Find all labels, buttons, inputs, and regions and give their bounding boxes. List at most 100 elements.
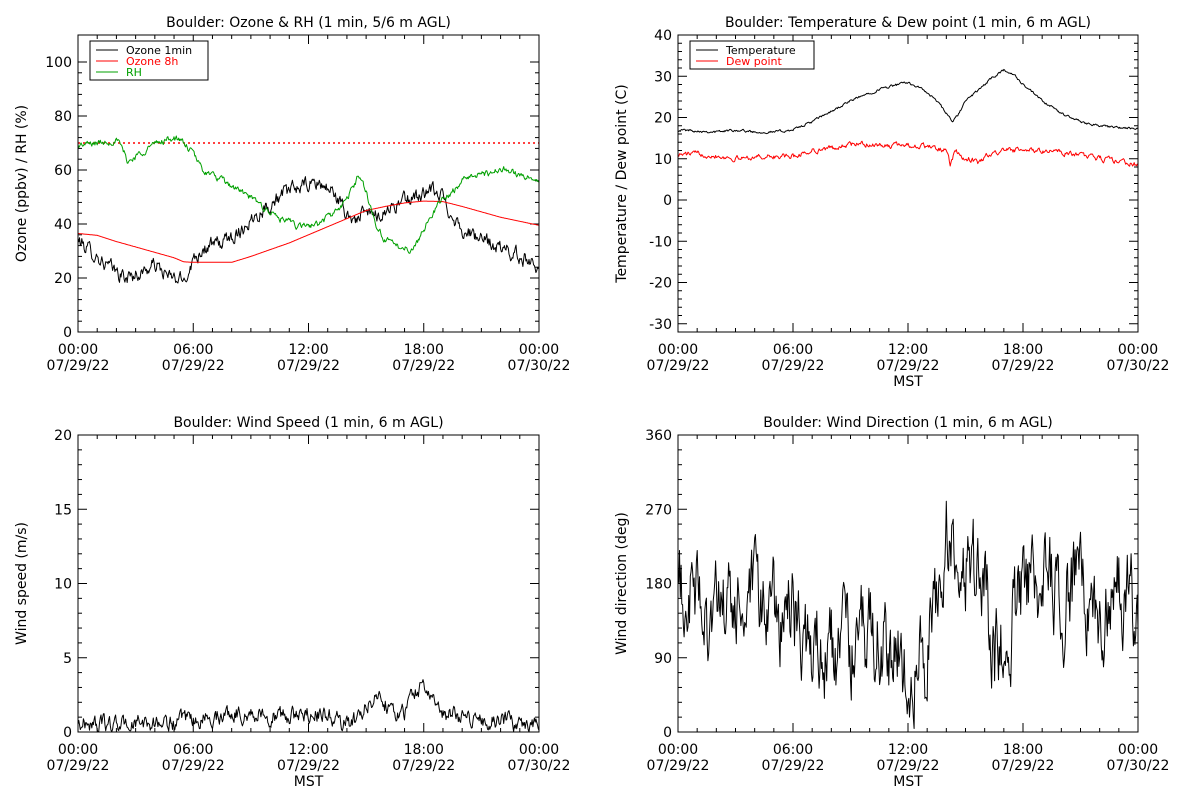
x-tick-label-date: 07/29/22 [992,758,1055,774]
legend-label: Dew point [726,55,782,68]
y-axis-label: Wind direction (deg) [614,512,630,655]
x-axis-label: MST [893,774,923,790]
chart-title: Boulder: Wind Speed (1 min, 6 m AGL) [173,415,443,431]
series-line-ozone-8h [78,200,539,263]
chart-panel-wdir: Boulder: Wind Direction (1 min, 6 m AGL)… [614,415,1169,790]
x-tick-label-date: 07/29/22 [162,758,225,774]
legend-label: Ozone 8h [126,55,178,68]
chart-title: Boulder: Ozone & RH (1 min, 5/6 m AGL) [166,15,451,31]
x-tick-label-date: 07/29/22 [162,358,225,374]
y-tick-label: 0 [663,193,672,209]
plot-area [78,679,539,732]
y-tick-label: 40 [654,28,672,44]
y-tick-label: 60 [54,163,72,179]
x-tick-label-time: 06:00 [173,342,213,358]
x-tick-label-time: 06:00 [173,742,213,758]
x-axis-label: MST [294,774,324,790]
x-tick-label-date: 07/29/22 [992,358,1055,374]
y-tick-label: -30 [649,317,672,333]
y-tick-label: 20 [654,111,672,127]
series-line-wdir [678,500,1138,729]
y-tick-label: 20 [54,428,72,444]
legend-label: Temperature [725,44,796,57]
y-tick-label: 360 [645,428,672,444]
series-line-ozone-1min [78,176,539,284]
x-tick-label-time: 12:00 [888,342,928,358]
x-tick-label-date: 07/29/22 [647,758,710,774]
chart-panel-temp: Boulder: Temperature & Dew point (1 min,… [614,15,1169,390]
legend-box [689,40,815,70]
chart-panel-ozone: Boulder: Ozone & RH (1 min, 5/6 m AGL) Oz… [14,15,570,374]
x-tick-label-date: 07/30/22 [1107,358,1170,374]
x-tick-label-date: 07/29/22 [647,358,710,374]
chart-panel-wspd: Boulder: Wind Speed (1 min, 6 m AGL) Wind… [14,415,570,790]
x-tick-label-date: 07/29/22 [877,358,940,374]
x-tick-label-time: 00:00 [1118,742,1158,758]
x-tick-label-date: 07/29/22 [277,758,340,774]
plot-frame [677,434,1139,733]
x-tick-label-time: 06:00 [773,342,813,358]
y-axis-label: Temperature / Dew point (C) [614,84,630,283]
x-tick-label-time: 00:00 [519,742,559,758]
series-line-rh [78,135,539,254]
legend-label: RH [126,66,142,79]
x-tick-label-date: 07/29/22 [47,758,110,774]
x-tick-label-time: 00:00 [519,342,559,358]
plot-area [678,500,1138,729]
y-tick-label: -20 [649,276,672,292]
plot-frame [677,34,1139,333]
x-tick-label-date: 07/29/22 [762,358,825,374]
series-line-temperature [678,68,1138,135]
y-tick-label: 40 [54,217,72,233]
x-tick-label-date: 07/30/22 [1107,758,1170,774]
x-tick-label-time: 18:00 [1003,742,1043,758]
y-tick-label: 90 [654,651,672,667]
y-tick-label: 15 [54,502,72,518]
y-tick-label: 30 [654,69,672,85]
x-tick-label-time: 18:00 [404,742,444,758]
x-tick-label-date: 07/29/22 [47,358,110,374]
x-tick-label-time: 12:00 [288,742,328,758]
y-tick-label: 10 [654,152,672,168]
series-line-wspd [78,679,539,732]
y-tick-label: 10 [54,577,72,593]
y-tick-label: 80 [54,109,72,125]
y-tick-label: 0 [63,725,72,741]
x-tick-label-date: 07/29/22 [392,358,455,374]
x-tick-label-time: 06:00 [773,742,813,758]
x-tick-label-time: 18:00 [1003,342,1043,358]
y-axis-label: Wind speed (m/s) [14,522,30,645]
x-tick-label-date: 07/30/22 [508,758,571,774]
chart-title: Boulder: Wind Direction (1 min, 6 m AGL) [763,415,1052,431]
y-axis-label: Ozone (ppbv) / RH (%) [14,105,30,262]
plot-frame [77,434,540,733]
plot-frame [77,34,540,333]
y-tick-label: 100 [45,55,72,71]
legend-label: Ozone 1min [126,44,192,57]
y-tick-label: -10 [649,234,672,250]
plot-area [78,135,539,284]
y-tick-label: 180 [645,577,672,593]
y-tick-label: 270 [645,502,672,518]
x-tick-label-date: 07/29/22 [392,758,455,774]
y-tick-label: 0 [663,725,672,741]
y-tick-label: 5 [63,651,72,667]
x-tick-label-date: 07/29/22 [877,758,940,774]
x-tick-label-time: 00:00 [58,342,98,358]
x-tick-label-date: 07/29/22 [762,758,825,774]
series-line-dew-point [678,140,1138,167]
x-tick-label-time: 12:00 [888,742,928,758]
x-tick-label-time: 00:00 [1118,342,1158,358]
chart-title: Boulder: Temperature & Dew point (1 min,… [725,15,1091,31]
x-tick-label-time: 18:00 [404,342,444,358]
x-tick-label-time: 12:00 [288,342,328,358]
x-tick-label-date: 07/30/22 [508,358,571,374]
x-tick-label-time: 00:00 [658,342,698,358]
y-tick-label: 0 [63,325,72,341]
x-tick-label-date: 07/29/22 [277,358,340,374]
x-tick-label-time: 00:00 [658,742,698,758]
y-tick-label: 20 [54,271,72,287]
